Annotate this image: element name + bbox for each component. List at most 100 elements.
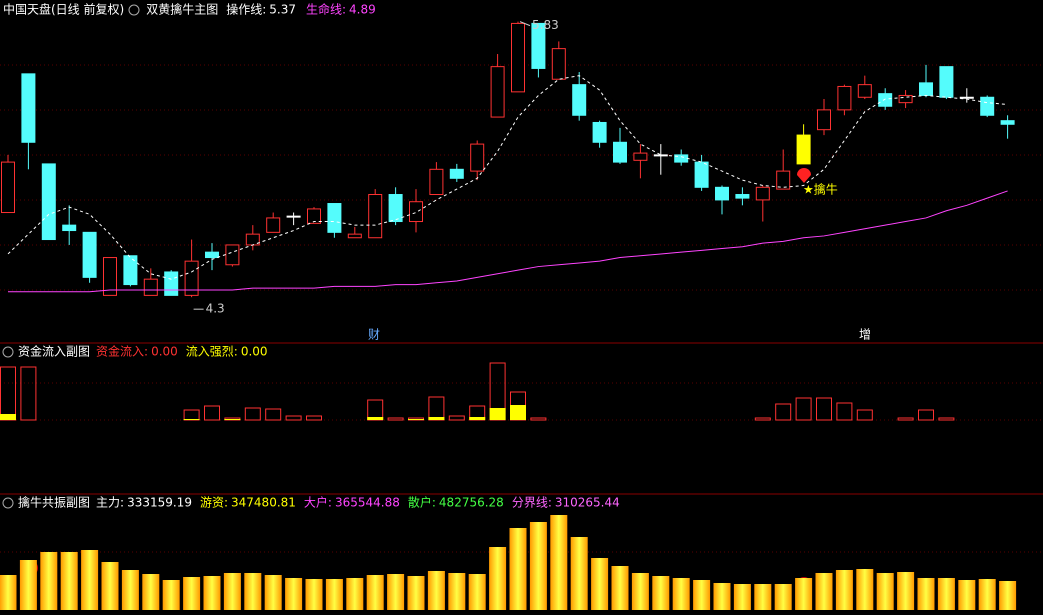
bar [427,571,445,610]
bar [835,570,853,610]
bar [448,573,466,610]
bar [693,580,711,610]
candle-body [572,84,587,116]
legend-text: 游资: [200,496,228,510]
bar [285,415,302,421]
bar [305,579,323,610]
bar [530,417,547,421]
bar [978,579,996,610]
legend-text: 5.37 [269,3,296,17]
legend-text: 347480.81 [231,496,296,510]
bar [489,408,506,420]
candle-body [653,154,668,157]
bar [428,417,445,420]
bar [509,528,527,610]
candle-body [184,260,199,296]
bar [938,417,955,421]
candle-body [511,22,525,93]
candle-body [694,161,709,188]
candle-body [470,143,485,172]
line-series [7,75,1008,280]
candle-body [205,251,219,259]
legend-text: 333159.19 [127,496,192,510]
candle-body [817,109,831,131]
bar [775,403,792,421]
bar [448,415,465,421]
bar [652,576,670,610]
bar [142,574,160,610]
candle-body [266,217,281,233]
bar [121,570,139,610]
candle-body [551,48,566,80]
marker-label: 增 [859,328,871,342]
bar [856,569,874,610]
legend-text: 擒牛共振副图 [18,495,90,510]
bar [407,576,425,610]
legend-text: 散户: [408,495,436,510]
candle-body [429,168,444,196]
bar [815,573,833,610]
bar [733,584,751,610]
bar [183,419,200,420]
candle-body [327,203,342,233]
bar [897,572,915,610]
low-label: 4.3 [206,302,225,316]
bar [204,405,220,421]
bar [244,573,262,610]
bar [224,419,241,420]
annotation: ★擒牛 [803,182,838,197]
candle-body [1,161,15,214]
bar [19,560,37,610]
bar [713,583,731,610]
legend-text: 流入强烈: [186,345,238,359]
candle-body [939,66,954,98]
legend-text: 4.89 [349,3,376,17]
bar [489,547,507,610]
candle-body [368,194,383,239]
bar [285,578,303,610]
grid [0,64,1043,553]
candle-body [755,186,770,201]
bar [367,417,384,420]
candle-body [735,194,750,199]
legend-text: 0.00 [241,345,268,359]
legend-text: 分界线: [512,496,552,510]
bar [856,409,873,421]
legend-text: 主力: [96,496,124,510]
bar [20,366,37,421]
legend-text: 0.00 [151,345,178,359]
bar [550,515,568,610]
legend-text: 操作线: [226,2,266,17]
bar [631,573,649,610]
bar [836,402,853,421]
line-series [8,190,1008,293]
candle-body [531,22,546,69]
candle-body [592,121,607,143]
bar [754,417,771,421]
bar [754,584,772,610]
bar [101,562,119,610]
candle-body [82,231,97,278]
bar [876,573,894,610]
bar [0,414,16,420]
candle-body [633,152,648,161]
bar [529,522,547,610]
bar [591,558,609,610]
bar [795,578,813,610]
candle-body [164,271,179,296]
bar [937,578,955,610]
candle-body [919,82,933,96]
bar [325,579,343,610]
bar [0,575,17,610]
legend-text: 365544.88 [335,496,400,510]
high-arrow [519,21,531,27]
bar [917,578,935,610]
candle-body [409,201,423,223]
candle-body [143,278,158,296]
candle-body [878,93,893,107]
bar [346,578,364,610]
bar [999,581,1017,610]
legend-text: 生命线: [306,2,346,17]
bar [366,575,384,610]
